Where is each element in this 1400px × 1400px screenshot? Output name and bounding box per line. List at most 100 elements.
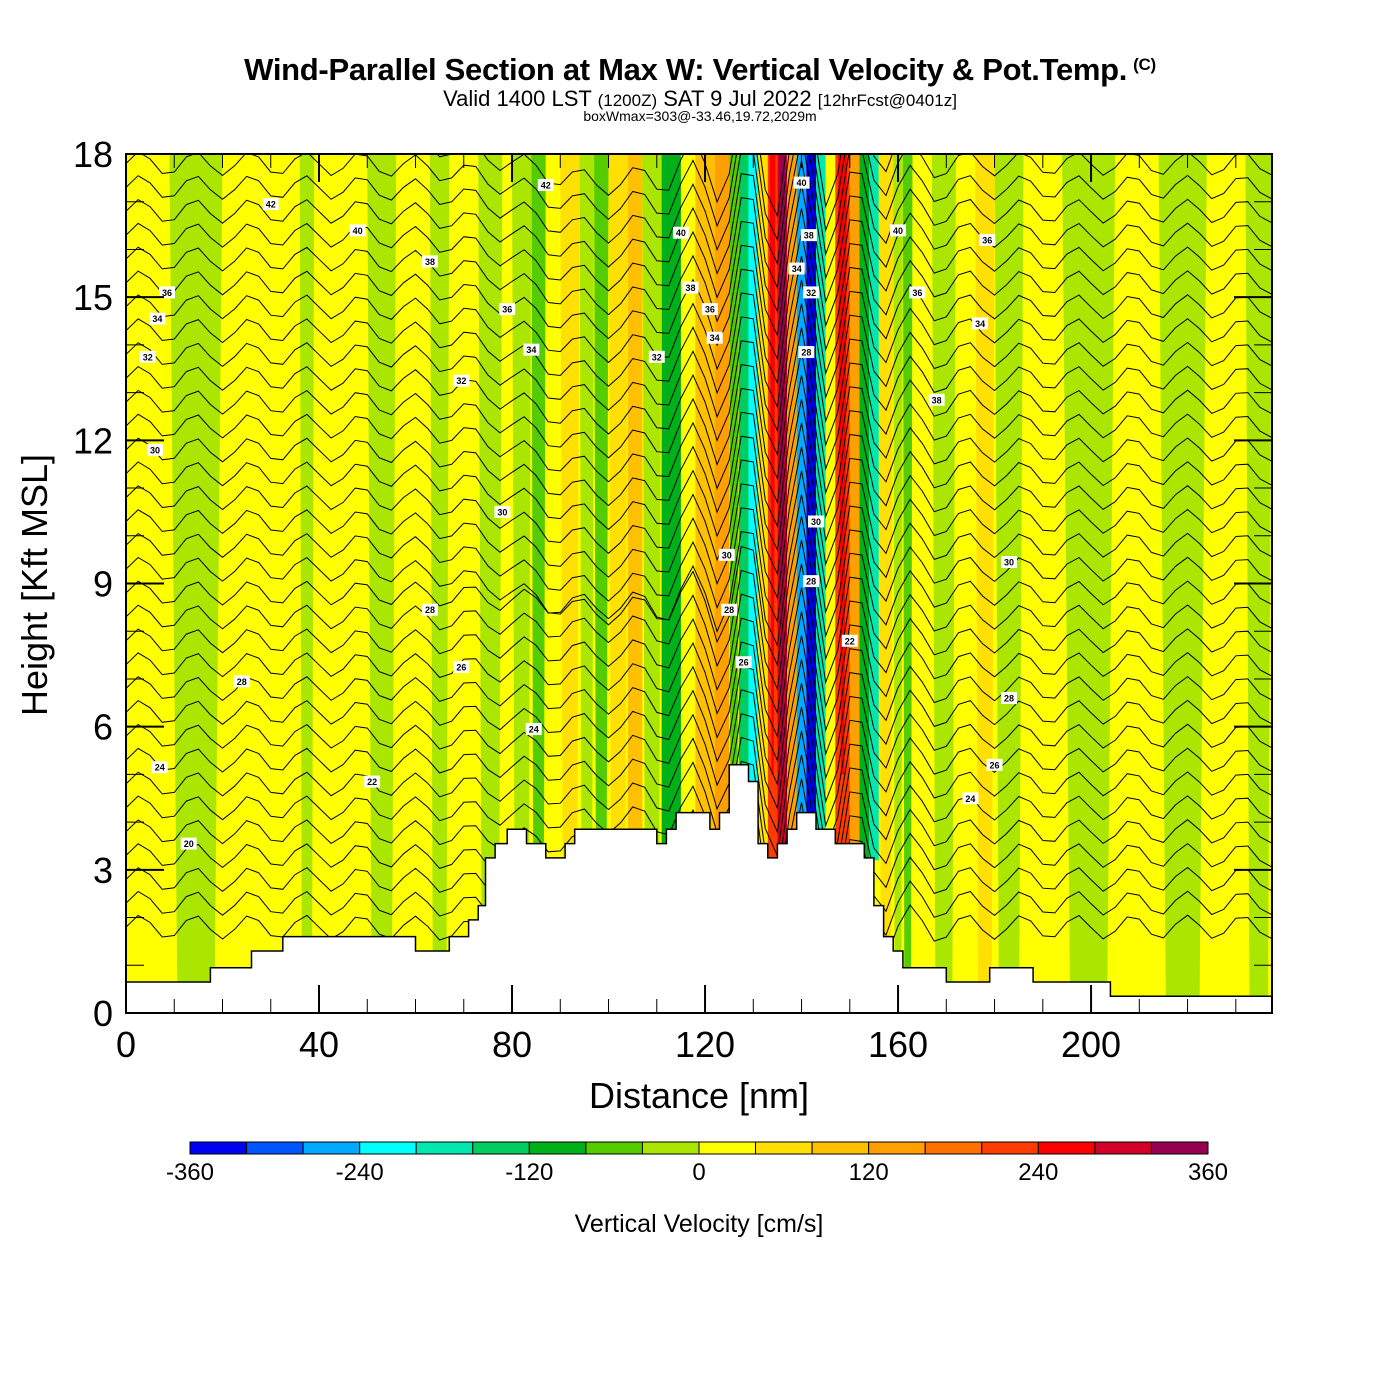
contour-label: 40 xyxy=(890,224,907,237)
contour-label-text: 30 xyxy=(1004,558,1014,568)
velocity-band xyxy=(429,154,450,999)
contour-label-text: 24 xyxy=(529,725,539,735)
contour-label-text: 40 xyxy=(893,226,903,236)
contour-label-text: 36 xyxy=(502,305,512,315)
contour-label-bg xyxy=(798,346,815,359)
contour-label: 38 xyxy=(421,255,438,268)
contour-label-text: 32 xyxy=(652,352,662,362)
velocity-core xyxy=(769,154,776,775)
x-tick-label: 120 xyxy=(675,1024,735,1065)
velocity-band xyxy=(859,154,870,861)
theta-contour-line xyxy=(126,327,1272,481)
velocity-band xyxy=(396,154,430,999)
velocity-band xyxy=(478,154,503,999)
box-wmax-info: boxWmax=303@-33.46,19.72,2029m xyxy=(583,108,817,124)
contour-label-text: 36 xyxy=(705,305,715,315)
x-tick-label: 40 xyxy=(299,1024,339,1065)
contour-label-text: 28 xyxy=(724,605,734,615)
velocity-band xyxy=(449,154,479,999)
contour-label-bg xyxy=(972,317,989,330)
contour-label-text: 30 xyxy=(722,550,732,560)
theta-contour-line xyxy=(126,635,1272,787)
contour-label-bg xyxy=(1001,556,1018,569)
terrain-polygon xyxy=(126,764,1272,1013)
contour-label-text: 28 xyxy=(1004,694,1014,704)
contour-label: 24 xyxy=(525,723,542,736)
velocity-band xyxy=(1158,154,1207,999)
contour-label-text: 38 xyxy=(804,231,814,241)
valid-time: Valid 1400 LST xyxy=(443,86,592,111)
contour-label-text: 28 xyxy=(237,677,247,687)
contour-label-text: 38 xyxy=(425,257,435,267)
contour-label: 36 xyxy=(499,303,516,316)
theta-contour-line xyxy=(126,422,1272,576)
contour-label: 34 xyxy=(972,317,989,330)
contour-label-bg xyxy=(523,343,540,356)
colorbar-tick-label: -120 xyxy=(505,1159,553,1186)
velocity-band xyxy=(560,154,580,999)
contour-label: 32 xyxy=(139,350,156,363)
velocity-core xyxy=(838,154,847,775)
contour-label-text: 24 xyxy=(155,763,165,773)
x-tick-label: 0 xyxy=(116,1024,136,1065)
velocity-band xyxy=(594,154,609,999)
contour-label-text: 42 xyxy=(266,200,276,210)
contour-label-text: 32 xyxy=(143,352,153,362)
contour-label-bg xyxy=(890,224,907,237)
theta-contour-line xyxy=(126,279,1272,433)
contour-label: 36 xyxy=(159,286,176,299)
contour-label: 34 xyxy=(523,343,540,356)
contour-label-bg xyxy=(962,792,979,805)
colorbar-swatch xyxy=(246,1141,304,1155)
colorbar-swatch xyxy=(189,1141,248,1155)
colorbar-swatch xyxy=(811,1141,870,1155)
contour-label-text: 40 xyxy=(676,228,686,238)
x-axis-title: Distance [nm] xyxy=(589,1075,809,1116)
colorbar-swatch xyxy=(924,1141,983,1155)
contour-label: 40 xyxy=(672,226,689,239)
contour-label-bg xyxy=(909,286,926,299)
contour-label: 26 xyxy=(453,661,470,674)
contour-label: 36 xyxy=(979,233,996,246)
velocity-band xyxy=(1245,154,1272,999)
contour-label-text: 28 xyxy=(806,577,816,587)
velocity-band xyxy=(314,154,368,999)
colorbar-swatch xyxy=(641,1141,700,1155)
velocity-band xyxy=(502,154,513,999)
colorbar-tick-label: 120 xyxy=(849,1159,889,1186)
contour-label-text: 34 xyxy=(792,264,802,274)
theta-contour-line xyxy=(126,706,1272,858)
contour-label: 34 xyxy=(149,312,166,325)
contour-label-text: 20 xyxy=(184,839,194,849)
contour-label-text: 28 xyxy=(425,605,435,615)
colorbar-swatch xyxy=(1150,1141,1209,1155)
contour-label: 30 xyxy=(494,505,511,518)
theta-contour-line xyxy=(126,539,1272,691)
chart-subtitle: Valid 1400 LST (1200Z) SAT 9 Jul 2022 [1… xyxy=(0,86,1400,112)
y-tick-label: 15 xyxy=(73,277,113,318)
contour-label-text: 36 xyxy=(912,288,922,298)
contour-label: 26 xyxy=(735,656,752,669)
contour-label-bg xyxy=(800,229,817,242)
theta-contour-line xyxy=(126,516,1272,667)
chart-title: Wind-Parallel Section at Max W: Vertical… xyxy=(0,52,1400,88)
contour-label-text: 22 xyxy=(845,636,855,646)
contour-label-bg xyxy=(701,303,718,316)
contour-label-text: 40 xyxy=(797,178,807,188)
contour-label-bg xyxy=(525,723,542,736)
contour-label-text: 26 xyxy=(456,663,466,673)
contour-label: 20 xyxy=(180,837,197,850)
velocity-band xyxy=(169,154,223,999)
colorbar-swatch xyxy=(415,1141,474,1155)
y-tick-label: 12 xyxy=(73,420,113,461)
theta-contour-line xyxy=(126,587,1272,739)
contour-label-text: 22 xyxy=(367,777,377,787)
velocity-band xyxy=(1023,154,1063,999)
contour-label: 26 xyxy=(986,758,1003,771)
forecast-info: [12hrFcst@0401z] xyxy=(817,91,957,110)
colorbar-swatch xyxy=(1094,1141,1152,1155)
contour-label-text: 24 xyxy=(965,794,975,804)
colorbar-tick-label: 240 xyxy=(1018,1159,1058,1186)
contour-label-bg xyxy=(349,224,366,237)
